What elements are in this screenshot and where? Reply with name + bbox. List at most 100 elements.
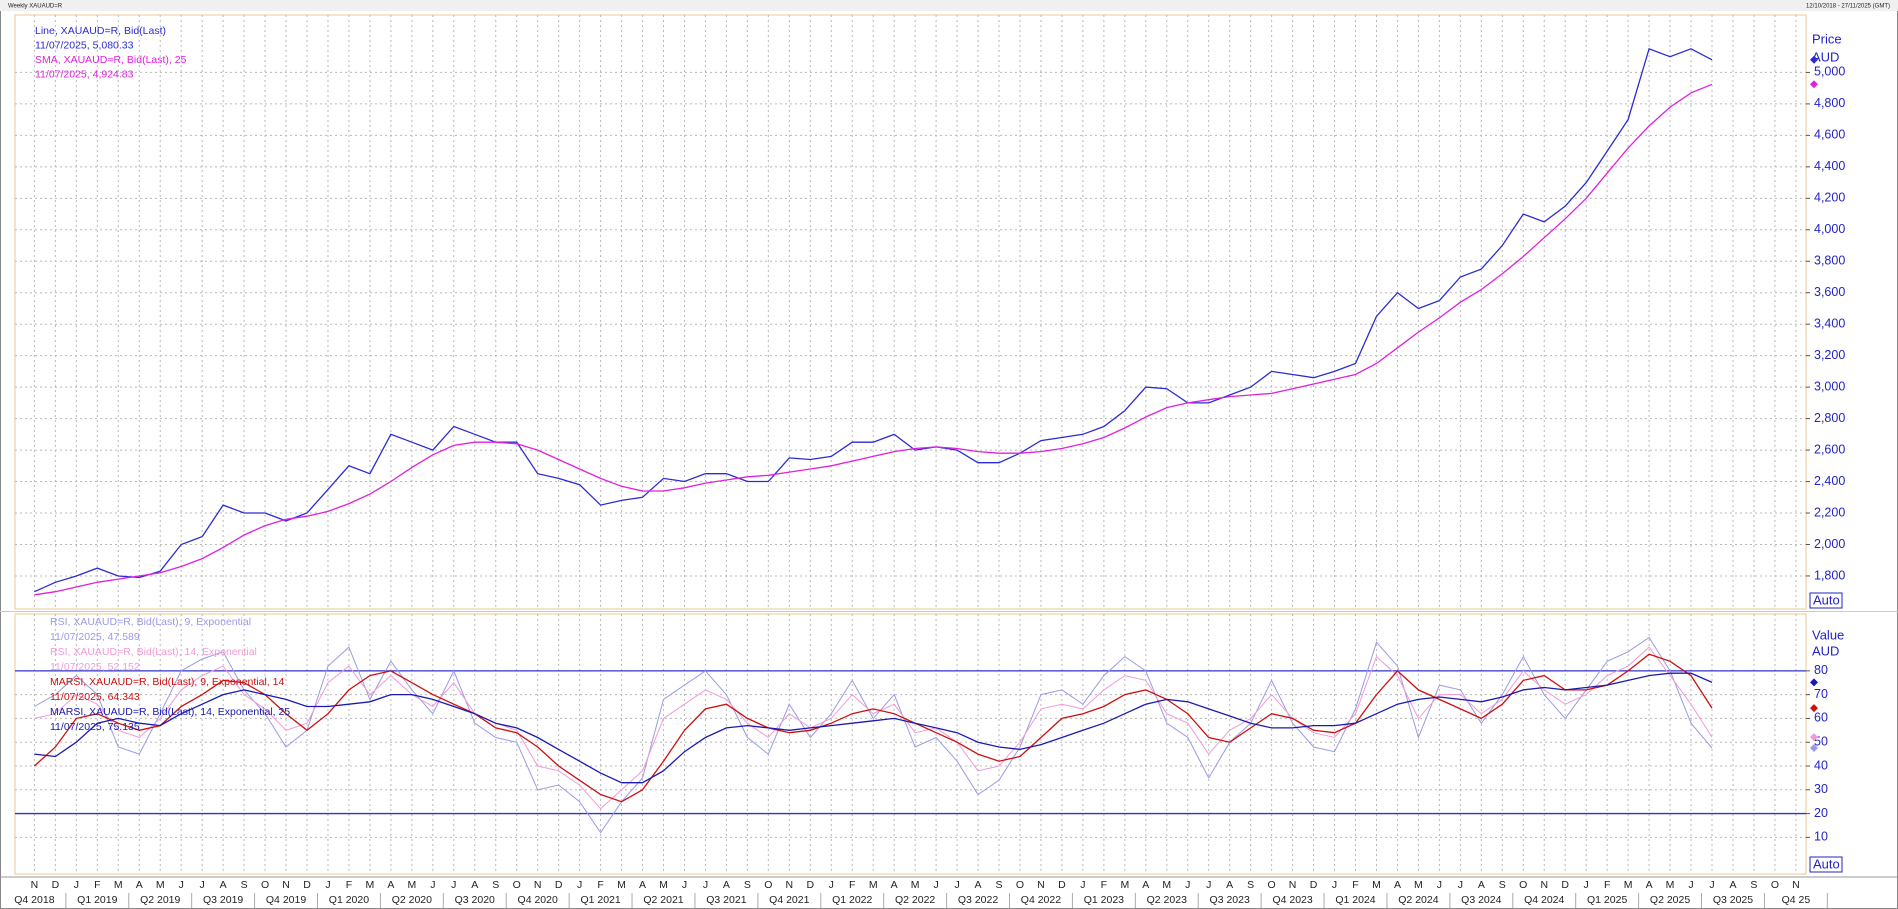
- x-tick-label: F: [849, 879, 855, 891]
- x-tick-label: A: [471, 879, 478, 891]
- y-tick-label: 1,800: [1814, 568, 1845, 582]
- series-line: [34, 672, 1713, 784]
- x-tick-label: J: [179, 879, 184, 891]
- x-tick-label: J: [703, 879, 708, 891]
- legend-name: RSI, XAUAUD=R, Bid(Last), 9, Exponential: [50, 616, 251, 628]
- x-tick-label: J: [325, 879, 330, 891]
- x-tick-label: M: [114, 879, 123, 891]
- auto-button[interactable]: [1809, 856, 1843, 873]
- x-tick-label: A: [639, 879, 646, 891]
- y-tick-label: 4,200: [1814, 191, 1845, 205]
- x-quarter-label: Q4 2018: [14, 894, 54, 906]
- y-tick-label: 80: [1814, 663, 1828, 677]
- x-quarter-label: Q2 2024: [1398, 894, 1438, 906]
- series-line: [34, 83, 1713, 596]
- legend-name: SMA, XAUAUD=R, Bid(Last), 25: [35, 54, 187, 66]
- auto-button[interactable]: [1809, 592, 1843, 609]
- x-quarter-label: Q3 2021: [706, 894, 746, 906]
- y-tick-label: 40: [1814, 758, 1828, 772]
- x-tick-label: S: [996, 879, 1003, 891]
- x-tick-label: F: [1352, 879, 1358, 891]
- x-tick-label: M: [1624, 879, 1633, 891]
- x-tick-label: O: [261, 879, 269, 891]
- x-quarter-label: Q2 2020: [392, 894, 432, 906]
- x-tick-label: J: [1332, 879, 1337, 891]
- x-tick-label: M: [156, 879, 165, 891]
- x-quarter-label: Q3 2020: [455, 894, 495, 906]
- legend-name: MARSI, XAUAUD=R, Bid(Last), 9, Exponenti…: [50, 676, 284, 688]
- x-quarter-label: Q1 2019: [77, 894, 117, 906]
- y-tick-label: 3,000: [1814, 379, 1845, 393]
- y-tick-label: 10: [1814, 830, 1828, 844]
- y-tick-label: 4,800: [1814, 96, 1845, 110]
- rsi-pane: [14, 613, 1807, 875]
- x-quarter-label: Q2 2022: [895, 894, 935, 906]
- x-quarter-label: Q2 2019: [140, 894, 180, 906]
- x-tick-label: M: [1414, 879, 1423, 891]
- legend-name: MARSI, XAUAUD=R, Bid(Last), 14, Exponent…: [50, 706, 290, 718]
- legend-value: 11/07/2025, 47.589: [50, 631, 140, 643]
- x-tick-label: N: [1792, 879, 1800, 891]
- y-tick-label: 2,800: [1814, 411, 1845, 425]
- x-quarter-label: Q3 2022: [958, 894, 998, 906]
- legend-value: 11/07/2025, 5,080.33: [35, 39, 134, 51]
- x-tick-label: F: [1604, 879, 1610, 891]
- x-tick-label: F: [94, 879, 100, 891]
- x-tick-label: J: [430, 879, 435, 891]
- y-tick-label: 70: [1814, 687, 1828, 701]
- x-tick-label: J: [451, 879, 456, 891]
- auto-label[interactable]: Auto: [1813, 856, 1840, 871]
- x-tick-label: A: [387, 879, 394, 891]
- x-tick-label: J: [933, 879, 938, 891]
- x-tick-label: S: [241, 879, 248, 891]
- price-pane: [14, 14, 1807, 610]
- x-tick-label: J: [1206, 879, 1211, 891]
- y-tick-label: 50: [1814, 735, 1828, 749]
- x-quarter-label: Q4 2023: [1272, 894, 1312, 906]
- x-tick-label: A: [975, 879, 982, 891]
- x-quarter-label: Q2 2023: [1147, 894, 1187, 906]
- y-tick-label: 2,600: [1814, 442, 1845, 456]
- y-tick-label: 3,600: [1814, 285, 1845, 299]
- x-tick-label: O: [764, 879, 772, 891]
- x-tick-label: A: [1226, 879, 1233, 891]
- last-value-marker: [1810, 55, 1818, 64]
- legend-name: RSI, XAUAUD=R, Bid(Last), 14, Exponentia…: [50, 646, 257, 658]
- y-tick-label: 20: [1814, 806, 1828, 820]
- auto-label[interactable]: Auto: [1813, 592, 1840, 607]
- x-tick-label: M: [911, 879, 920, 891]
- y-tick-label: 2,200: [1814, 505, 1845, 519]
- legend-value: 11/07/2025, 75.135: [50, 721, 140, 733]
- legend-name: Line, XAUAUD=R, Bid(Last): [35, 25, 166, 37]
- x-tick-label: J: [1437, 879, 1442, 891]
- y-tick-label: 4,000: [1814, 222, 1845, 236]
- x-tick-label: J: [1458, 879, 1463, 891]
- x-quarter-label: Q1 2020: [329, 894, 369, 906]
- axis-unit: AUD: [1812, 643, 1839, 658]
- last-value-marker: [1810, 678, 1818, 687]
- x-tick-label: S: [1247, 879, 1254, 891]
- x-tick-label: M: [659, 879, 668, 891]
- x-quarter-label: Q3 2025: [1713, 894, 1753, 906]
- y-tick-label: 3,800: [1814, 254, 1845, 268]
- y-tick-label: 2,000: [1814, 537, 1845, 551]
- y-tick-label: 60: [1814, 711, 1828, 725]
- x-tick-label: N: [786, 879, 794, 891]
- legend-value: 11/07/2025, 64.343: [50, 691, 140, 703]
- x-tick-label: D: [303, 879, 311, 891]
- x-tick-label: O: [1771, 879, 1779, 891]
- x-tick-label: J: [1584, 879, 1589, 891]
- chart-title: Weekly XAUAUD=R: [8, 4, 63, 10]
- x-tick-label: D: [806, 879, 814, 891]
- x-quarter-label: Q4 2024: [1524, 894, 1564, 906]
- last-value-marker: [1810, 733, 1818, 742]
- x-tick-label: D: [1310, 879, 1318, 891]
- x-tick-label: A: [1646, 879, 1653, 891]
- x-quarter-label: Q1 2025: [1587, 894, 1627, 906]
- x-tick-label: A: [1729, 879, 1736, 891]
- series-line: [33, 653, 1713, 803]
- x-quarter-label: Q2 2021: [643, 894, 683, 906]
